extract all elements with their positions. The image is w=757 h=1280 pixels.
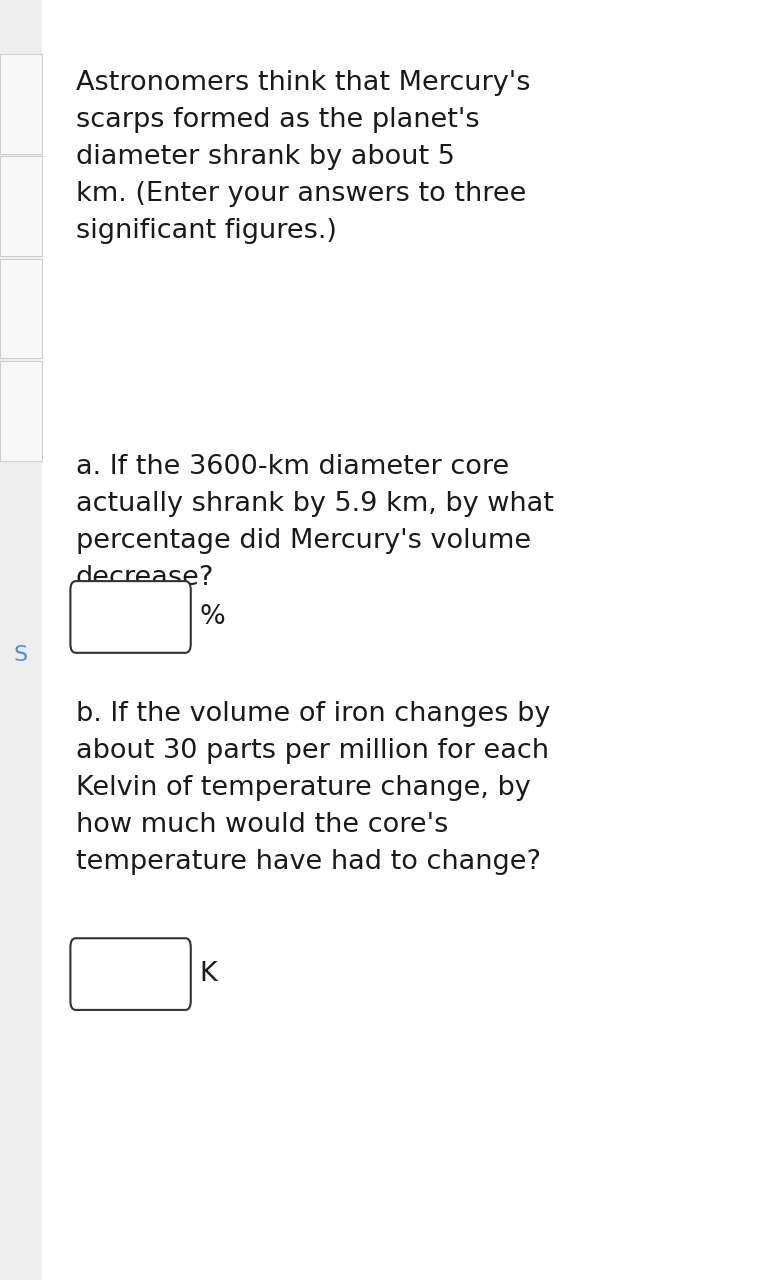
- Text: b. If the volume of iron changes by
about 30 parts per million for each
Kelvin o: b. If the volume of iron changes by abou…: [76, 701, 550, 876]
- Text: K: K: [199, 961, 217, 987]
- Text: S: S: [14, 645, 27, 666]
- Text: a. If the 3600-km diameter core
actually shrank by 5.9 km, by what
percentage di: a. If the 3600-km diameter core actually…: [76, 454, 553, 591]
- Bar: [0, 156, 42, 256]
- Bar: [0, 0, 42, 1280]
- FancyBboxPatch shape: [70, 581, 191, 653]
- Text: Astronomers think that Mercury's
scarps formed as the planet's
diameter shrank b: Astronomers think that Mercury's scarps …: [76, 70, 530, 244]
- Bar: [0, 361, 42, 461]
- Bar: [0, 259, 42, 358]
- FancyBboxPatch shape: [70, 938, 191, 1010]
- Text: %: %: [199, 604, 225, 630]
- Bar: [0, 54, 42, 154]
